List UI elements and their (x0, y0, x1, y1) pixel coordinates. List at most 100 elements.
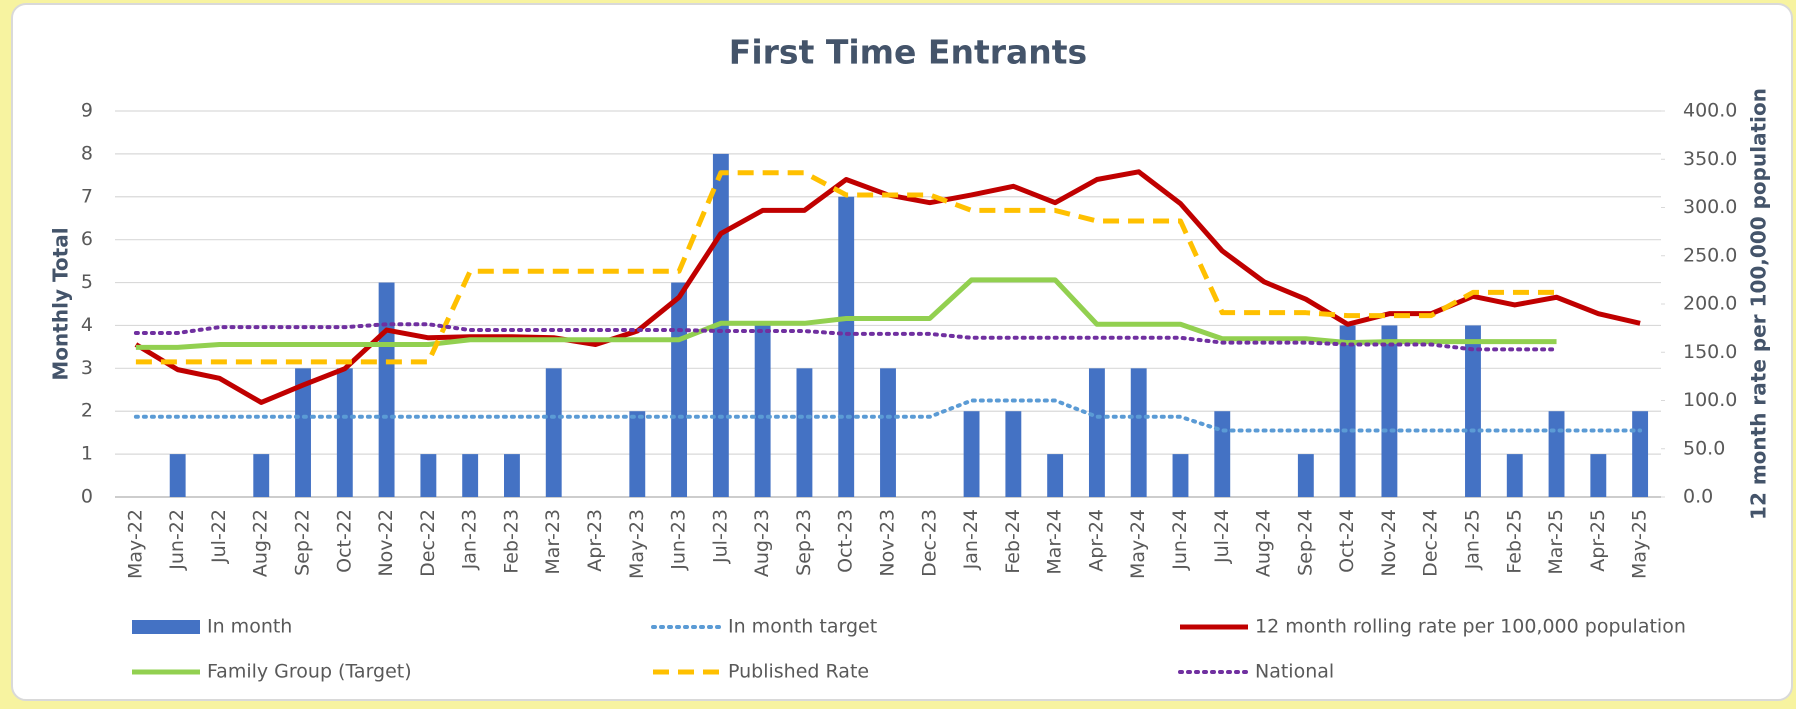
bar (420, 454, 437, 497)
bar (545, 368, 562, 497)
y2-axis-label: 12 month rate per 100,000 population (1747, 88, 1771, 520)
bar (1005, 411, 1022, 497)
x-tick-label: Dec-23 (918, 509, 940, 577)
chart-title: First Time Entrants (729, 33, 1087, 72)
x-tick-label: Dec-24 (1420, 509, 1442, 577)
bar (295, 368, 311, 497)
bar (1297, 454, 1314, 497)
x-tick-label: Jan-23 (459, 509, 481, 570)
x-tick-label: Jun-22 (166, 509, 188, 571)
x-tick-label: Mar-25 (1545, 509, 1567, 575)
bar (336, 368, 353, 497)
chart-frame (11, 3, 1793, 701)
x-tick-label: Sep-23 (793, 509, 815, 576)
x-tick-label: Feb-23 (500, 509, 522, 574)
x-tick-label: Nov-23 (877, 509, 899, 577)
y2-tick-label: 0.0 (1683, 486, 1713, 508)
legend-label: National (1255, 661, 1334, 683)
y-tick-label: 3 (81, 357, 93, 379)
x-tick-label: Feb-25 (1503, 509, 1525, 574)
y-tick-label: 6 (81, 228, 93, 250)
line-series (133, 398, 1643, 433)
bar (754, 325, 771, 497)
bar (796, 368, 813, 497)
x-tick-label: Aug-24 (1253, 509, 1275, 577)
y-tick-label: 2 (81, 400, 93, 422)
bar (1632, 411, 1649, 497)
x-tick-label: Mar-24 (1044, 509, 1066, 575)
x-tick-label: Oct-22 (333, 509, 355, 573)
x-tick-label: Apr-23 (584, 509, 606, 572)
bar (1465, 325, 1481, 497)
bar (1130, 368, 1147, 497)
x-tick-label: Apr-24 (1085, 509, 1107, 572)
x-tick-label: Oct-23 (835, 509, 857, 573)
legend-label: Published Rate (728, 661, 869, 683)
y2-tick-label: 150.0 (1683, 341, 1737, 363)
y-tick-label: 9 (81, 100, 93, 122)
bar (1381, 325, 1398, 497)
x-tick-label: Jul-22 (208, 509, 230, 564)
bar (1214, 411, 1231, 497)
bar (880, 368, 896, 497)
legend-label: In month target (728, 616, 877, 638)
x-tick-label: Feb-24 (1002, 509, 1024, 574)
x-tick-label: Sep-24 (1294, 509, 1316, 576)
y-tick-label: 8 (81, 142, 93, 164)
x-tick-label: May-25 (1629, 509, 1651, 579)
x-tick-label: May-24 (1127, 509, 1149, 579)
bar (963, 411, 980, 497)
x-tick-label: Aug-23 (751, 509, 773, 577)
x-tick-label: Nov-22 (375, 509, 397, 577)
y-tick-label: 1 (81, 443, 93, 465)
x-tick-label: Jan-25 (1461, 509, 1483, 570)
x-tick-label: May-23 (626, 509, 648, 579)
line-series (133, 322, 1559, 352)
bar (169, 454, 186, 497)
y-tick-label: 5 (81, 271, 93, 293)
legend-label: Family Group (Target) (207, 661, 412, 683)
y-tick-label: 7 (81, 185, 93, 207)
bar (1047, 454, 1064, 497)
x-tick-label: Nov-24 (1378, 509, 1400, 577)
bar (253, 454, 270, 497)
y-tick-label: 0 (81, 486, 93, 508)
x-tick-label: Jul-23 (709, 509, 731, 564)
y-tick-label: 4 (81, 314, 93, 336)
y2-tick-label: 200.0 (1683, 293, 1737, 315)
legend-label: In month (207, 616, 292, 638)
bar (1506, 454, 1523, 497)
bar (1172, 454, 1189, 497)
y2-tick-label: 400.0 (1683, 100, 1737, 122)
bar (838, 196, 855, 497)
y2-tick-label: 350.0 (1683, 148, 1737, 170)
x-tick-label: May-22 (124, 509, 146, 579)
y2-tick-label: 250.0 (1683, 244, 1737, 266)
line-series (135, 277, 1557, 350)
x-tick-label: Jun-23 (668, 509, 690, 571)
x-tick-label: Dec-22 (417, 509, 439, 577)
x-tick-label: Jun-24 (1169, 509, 1191, 571)
x-tick-label: Jul-24 (1211, 509, 1233, 564)
x-tick-label: Apr-25 (1587, 509, 1609, 572)
line-series (135, 170, 1557, 365)
bar (1590, 454, 1607, 497)
y2-tick-label: 50.0 (1683, 437, 1725, 459)
y2-tick-label: 300.0 (1683, 196, 1737, 218)
bar (378, 282, 395, 497)
bar (462, 454, 479, 497)
x-tick-label: Aug-22 (250, 509, 272, 577)
legend-label: 12 month rolling rate per 100,000 popula… (1255, 616, 1686, 638)
bar (1548, 411, 1565, 497)
x-tick-label: Mar-23 (542, 509, 564, 575)
y2-tick-label: 100.0 (1683, 389, 1737, 411)
x-tick-label: Jan-24 (960, 509, 982, 570)
y-axis-label: Monthly Total (49, 227, 73, 380)
x-tick-label: Sep-22 (292, 509, 314, 576)
bar (1339, 325, 1356, 497)
bar (671, 282, 688, 497)
bar (504, 454, 520, 497)
bar (629, 411, 646, 497)
x-tick-label: Oct-24 (1336, 509, 1358, 573)
